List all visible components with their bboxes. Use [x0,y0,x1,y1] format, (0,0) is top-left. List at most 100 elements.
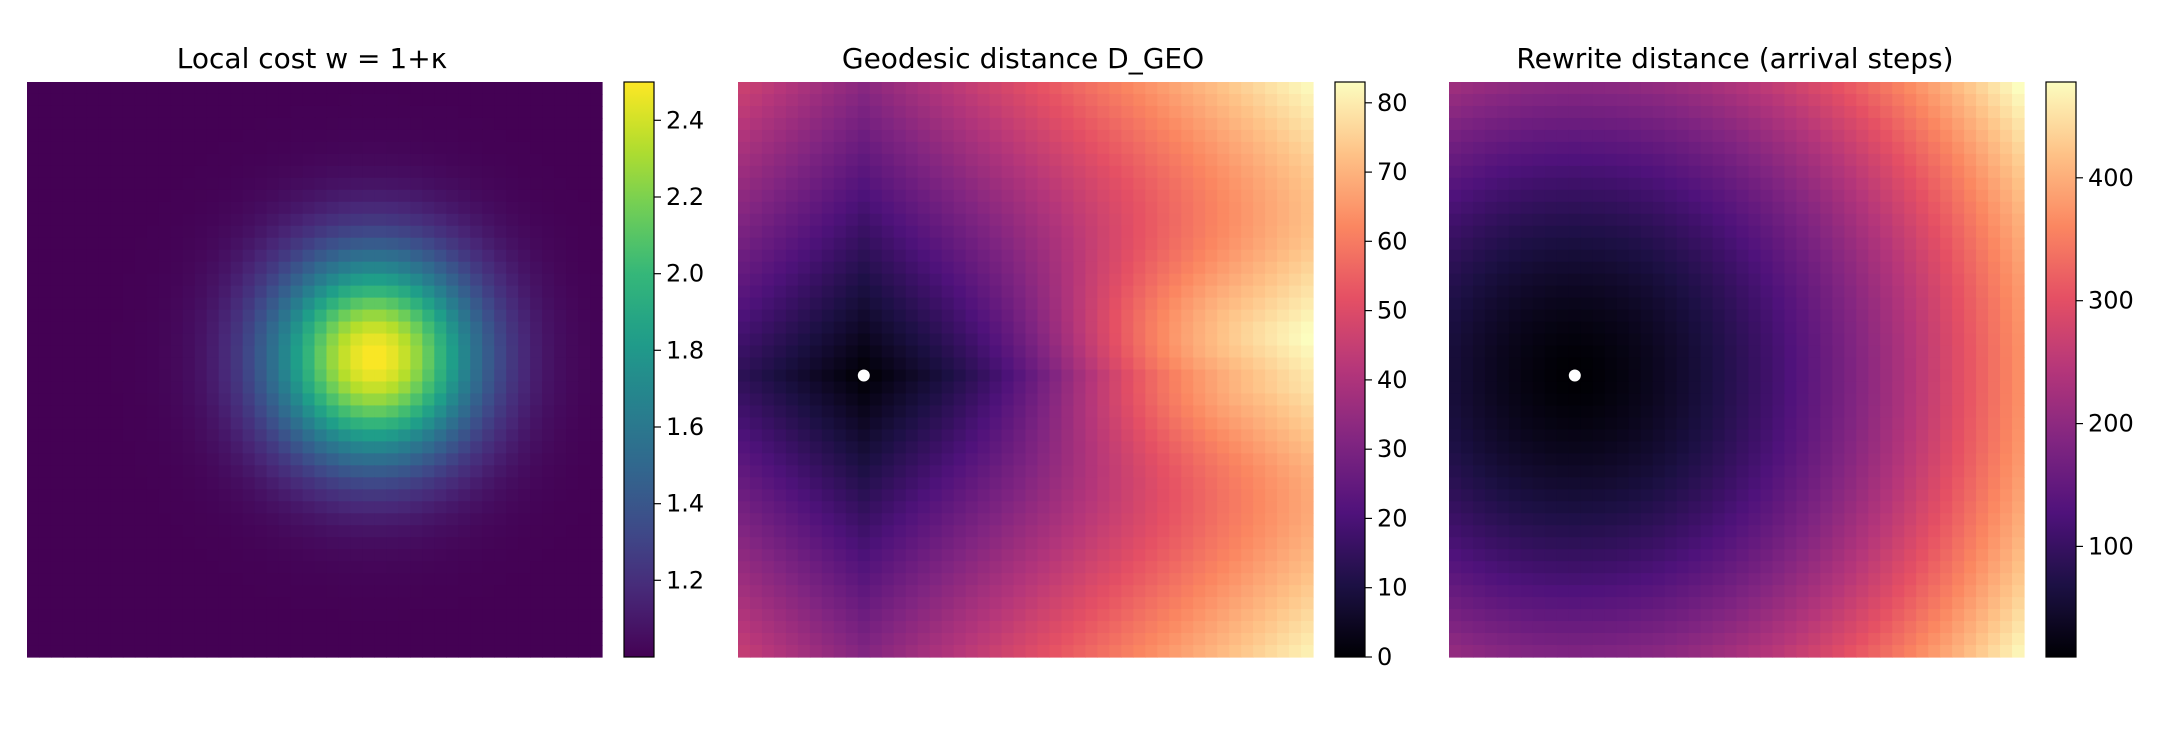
local-cost-cell [110,513,124,526]
geodesic-cell [929,405,943,419]
geodesic-cell [1121,201,1134,215]
local-cost-cell [50,597,64,610]
geodesic-cell [1001,201,1015,215]
geodesic-cell [977,357,991,371]
local-cost-cell [50,525,64,538]
local-cost-cell [566,141,579,155]
geodesic-cell [1097,345,1110,359]
local-cost-cell [194,633,208,646]
geodesic-cell [1205,177,1218,191]
rewrite-cell [1508,117,1522,131]
local-cost-cell [362,273,375,287]
rewrite-cell [1508,153,1522,167]
local-cost-cell [422,249,435,263]
local-cost-cell [482,513,495,526]
rewrite-cell [1604,105,1618,119]
local-cost-cell [86,273,100,287]
local-cost-cell [494,309,507,323]
local-cost-cell [230,501,244,514]
local-cost-cell [314,573,328,586]
geodesic-cell [1277,201,1290,215]
geodesic-cell [1157,429,1170,442]
local-cost-cell [506,609,519,622]
rewrite-cell [1544,105,1558,119]
rewrite-cell [2012,153,2025,167]
local-cost-cell [206,381,220,395]
rewrite-cell [1964,105,1977,119]
geodesic-cell [1133,501,1146,514]
local-cost-cell [206,321,220,335]
local-cost-cell [410,93,423,107]
geodesic-cell [929,249,943,263]
local-cost-cell [290,525,304,538]
local-cost-cell [458,573,471,586]
geodesic-cell [797,393,811,407]
local-cost-cell [314,465,328,478]
local-cost-cell [386,465,399,478]
local-cost-cell [578,621,591,634]
local-cost-cell [74,357,88,371]
local-cost-cell [146,513,160,526]
local-cost-cell [542,453,555,466]
geodesic-cell [917,105,931,119]
local-cost-cell [446,453,459,466]
geodesic-cell [1253,597,1266,610]
geodesic-cell [1073,465,1086,478]
geodesic-cell [1085,177,1098,191]
local-cost-cell [398,573,411,586]
geodesic-cell [1001,357,1015,371]
local-cost-cell [302,633,316,646]
geodesic-cell [1061,381,1075,395]
geodesic-cell [953,633,967,646]
geodesic-cell [1217,309,1230,323]
local-cost-cell [254,441,268,454]
geodesic-cell [1265,525,1278,538]
local-cost-cell [146,537,160,550]
rewrite-cell [1976,129,1989,143]
geodesic-cell [1133,105,1146,119]
local-cost-cell [62,513,76,526]
local-cost-cell [266,597,280,610]
local-cost-cell [530,153,543,167]
geodesic-cell [809,405,823,419]
local-cost-cell [326,213,340,227]
geodesic-cell [797,525,811,538]
local-cost-cell [38,585,52,598]
local-cost-cell [98,561,112,574]
local-cost-cell [518,297,531,311]
geodesic-cell [941,645,955,658]
local-cost-cell [554,333,567,347]
geodesic-cell [941,477,955,490]
local-cost-cell [194,201,208,215]
local-cost-cell [506,189,519,203]
geodesic-cell [1097,525,1110,538]
local-cost-cell [146,573,160,586]
geodesic-cell [1001,477,1015,490]
rewrite-cell [1916,82,1929,95]
local-cost-cell [146,261,160,275]
geodesic-cell [1181,621,1194,634]
geodesic-cell [1253,333,1266,347]
local-cost-cell [398,465,411,478]
local-cost-cell [506,513,519,526]
geodesic-cell [881,165,895,179]
rewrite-cell [1940,105,1953,119]
local-cost-cell [386,477,399,490]
local-cost-cell [290,549,304,562]
local-cost-cell [110,381,124,395]
geodesic-cell [1013,405,1027,419]
geodesic-cell [1037,369,1051,383]
local-cost-cell [578,549,591,562]
rewrite-cell [1856,93,1869,107]
geodesic-cell [1145,393,1158,407]
local-cost-cell [494,645,507,658]
rewrite-cell [1652,117,1666,131]
geodesic-cell [965,621,979,634]
local-cost-cell [146,525,160,538]
local-cost-cell [578,153,591,167]
local-cost-cell [230,321,244,335]
geodesic-cell [1061,117,1075,131]
geodesic-cell [1097,213,1110,227]
geodesic-cell [773,489,787,502]
local-cost-cell [302,297,316,311]
